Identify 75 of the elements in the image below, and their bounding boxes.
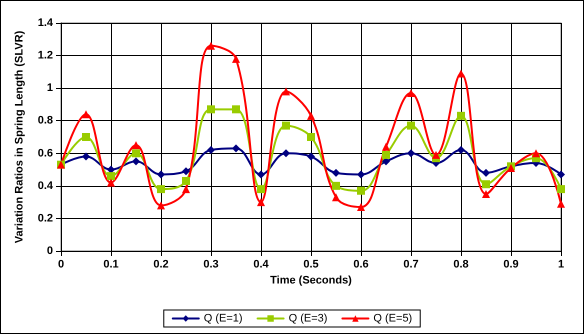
- y-tick-label: 0.2: [38, 212, 53, 224]
- x-tick-label: 0.3: [203, 258, 219, 270]
- y-tick-label: 0: [46, 245, 53, 257]
- x-tick-label: 0.7: [403, 258, 419, 270]
- point: [182, 167, 190, 176]
- legend-label: Q (E=1): [204, 312, 243, 324]
- point: [257, 170, 265, 178]
- point: [532, 149, 540, 158]
- point: [332, 182, 340, 190]
- point: [132, 141, 140, 150]
- x-tick-label: 0.2: [153, 258, 169, 270]
- point: [282, 149, 290, 158]
- point: [157, 170, 165, 178]
- point: [482, 168, 490, 177]
- legend-label: Q (E=5): [373, 312, 412, 324]
- point: [382, 142, 390, 151]
- point: [357, 203, 365, 212]
- y-tick-label: 1.2: [38, 50, 53, 62]
- point: [482, 190, 490, 198]
- y-tick-label: 0.8: [38, 114, 53, 127]
- x-axis-title: Time (Seconds): [270, 274, 352, 286]
- point: [357, 186, 365, 195]
- point: [157, 185, 165, 194]
- point: [107, 178, 115, 187]
- point: [82, 152, 90, 161]
- point: [232, 105, 240, 114]
- x-tick-label: 0.6: [353, 258, 369, 270]
- x-tick-label: 0.4: [253, 258, 270, 270]
- point: [332, 168, 340, 177]
- point: [132, 149, 140, 158]
- x-tick-label: 0: [58, 258, 64, 270]
- y-axis-title: Variation Ratios in Spring Length (SLVR): [14, 30, 26, 244]
- y-tick-label: 1: [46, 82, 53, 94]
- point: [407, 122, 415, 130]
- point: [282, 87, 290, 96]
- point: [207, 146, 215, 154]
- point: [407, 149, 415, 158]
- point: [207, 105, 215, 114]
- point: [557, 200, 565, 208]
- point: [182, 176, 190, 185]
- x-tick-label: 0.8: [453, 258, 469, 270]
- y-tick-label: 1.4: [38, 17, 54, 29]
- point: [307, 152, 315, 161]
- point: [457, 146, 465, 154]
- point: [457, 69, 465, 78]
- point: [257, 198, 265, 206]
- point: [457, 112, 465, 120]
- point: [232, 54, 240, 63]
- point: [357, 170, 365, 178]
- point: [182, 185, 190, 194]
- point: [232, 144, 240, 152]
- point: [557, 185, 565, 194]
- point: [557, 170, 565, 178]
- point: [82, 110, 90, 118]
- point: [82, 133, 90, 141]
- point: [282, 122, 290, 130]
- point: [107, 172, 115, 180]
- x-tick-label: 0.5: [303, 258, 319, 270]
- x-tick-label: 0.1: [103, 258, 119, 270]
- point: [307, 133, 315, 141]
- point: [157, 201, 165, 210]
- x-tick-label: 1: [558, 258, 564, 270]
- point: [432, 150, 440, 159]
- point: [332, 193, 340, 202]
- point: [382, 150, 390, 159]
- point: [132, 157, 140, 166]
- legend-label: Q (E=3): [288, 312, 328, 324]
- y-tick-label: 0.6: [38, 147, 53, 160]
- point: [207, 42, 215, 50]
- point: [257, 185, 265, 194]
- point: [407, 89, 415, 98]
- x-tick-label: 0.9: [503, 258, 519, 270]
- point: [307, 112, 315, 120]
- point: [482, 180, 490, 188]
- y-tick-label: 0.4: [38, 180, 54, 192]
